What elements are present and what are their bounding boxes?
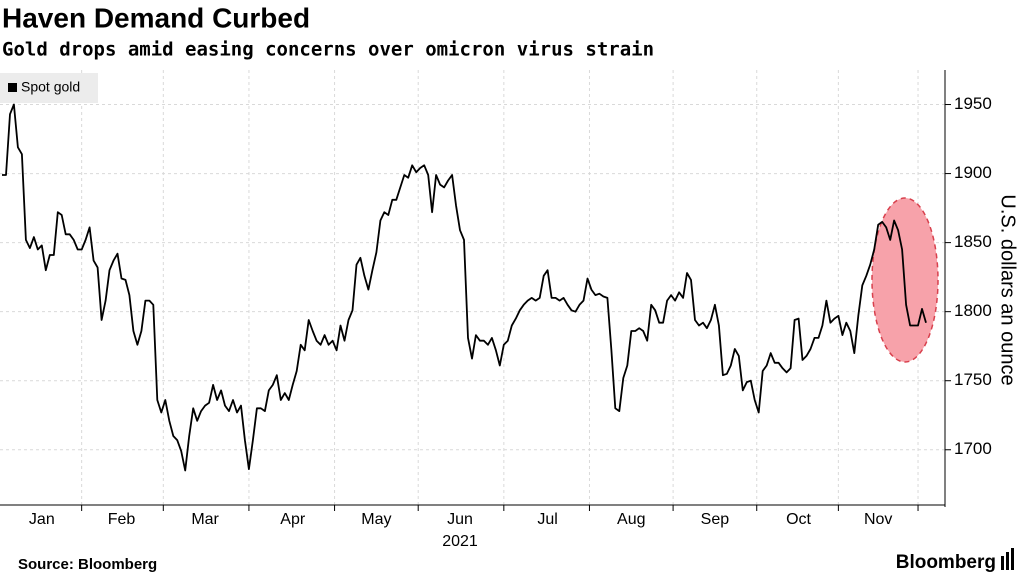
y-tick-label: 1900 bbox=[954, 163, 992, 182]
legend-swatch bbox=[8, 83, 17, 92]
x-tick-label: Mar bbox=[191, 511, 219, 528]
x-tick-label: Jun bbox=[447, 511, 473, 528]
y-tick-label: 1750 bbox=[954, 370, 992, 389]
legend-label: Spot gold bbox=[21, 79, 80, 95]
x-tick-label: Apr bbox=[280, 511, 306, 528]
x-tick-label: Aug bbox=[617, 511, 645, 528]
brand-logo: Bloomberg bbox=[896, 552, 996, 573]
x-tick-label: Jul bbox=[537, 511, 557, 528]
price-line bbox=[2, 103, 927, 472]
chart-subtitle: Gold drops amid easing concerns over omi… bbox=[2, 39, 654, 61]
y-tick-label: 1800 bbox=[954, 301, 992, 320]
chart-title: Haven Demand Curbed bbox=[2, 2, 310, 33]
brand-icon bbox=[1006, 552, 1009, 570]
x-tick-label: Jan bbox=[29, 511, 55, 528]
y-tick-label: 1700 bbox=[954, 439, 992, 458]
y-tick-label: 1950 bbox=[954, 94, 992, 113]
year-label: 2021 bbox=[442, 533, 478, 550]
x-tick-label: Feb bbox=[108, 511, 136, 528]
brand-icon bbox=[1001, 556, 1004, 570]
x-tick-label: Nov bbox=[864, 511, 892, 528]
y-axis-label: U.S. dollars an ounce bbox=[997, 194, 1019, 385]
brand-icon bbox=[1011, 548, 1014, 570]
x-tick-label: Oct bbox=[786, 511, 811, 528]
x-tick-label: Sep bbox=[701, 511, 730, 528]
y-tick-label: 1850 bbox=[954, 232, 992, 251]
source-note: Source: Bloomberg bbox=[18, 556, 157, 573]
x-tick-label: May bbox=[361, 511, 391, 528]
